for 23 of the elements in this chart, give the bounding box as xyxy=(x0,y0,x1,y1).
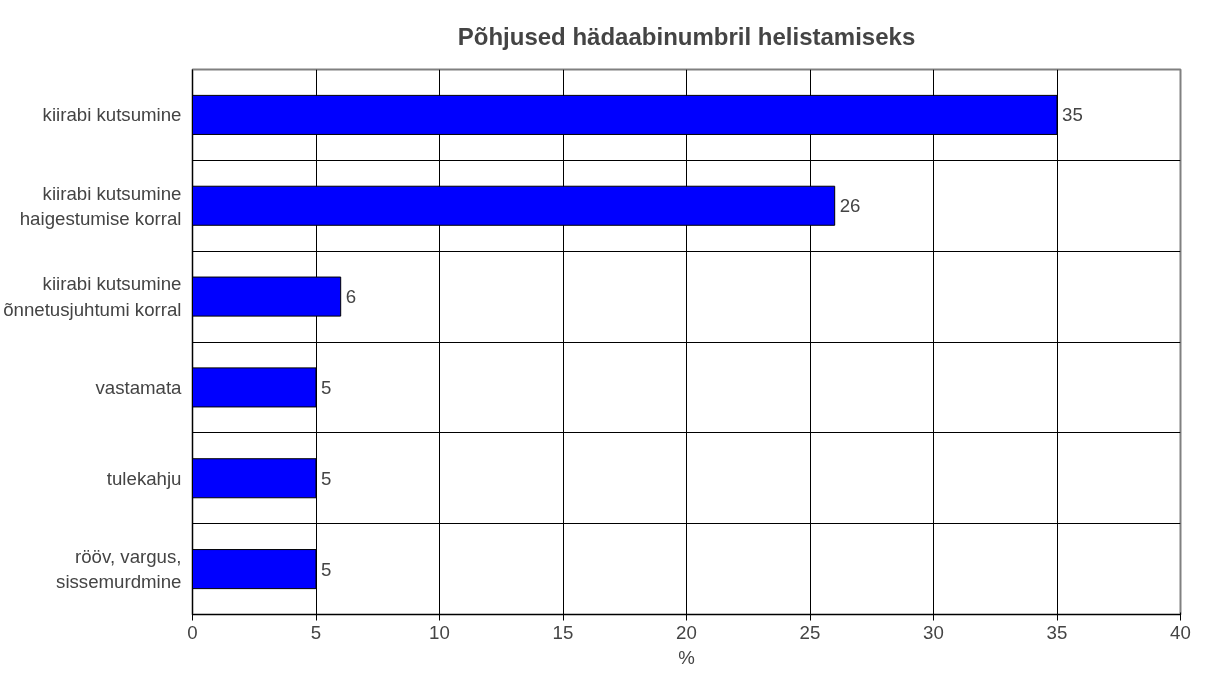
x-tick-label: 15 xyxy=(552,621,574,643)
x-tick-label: 40 xyxy=(1170,621,1191,643)
data-label: 5 xyxy=(321,467,332,489)
data-label: 5 xyxy=(321,376,332,398)
y-tick-label: kiirabi kutsumine õnnetusjuhtumi korral xyxy=(3,273,182,320)
y-tick-label: kiirabi kutsumine haigestumise korral xyxy=(19,182,182,229)
x-tick-label: 0 xyxy=(187,621,198,643)
y-tick-label: kiirabi kutsumine xyxy=(42,104,182,126)
chart-title: Põhjused hädaabinumbril helistamiseks xyxy=(457,22,916,50)
data-label: 6 xyxy=(345,286,357,308)
x-tick-label: 5 xyxy=(310,621,322,643)
x-tick-label: 30 xyxy=(923,621,944,643)
y-tick-label: tulekahju xyxy=(106,467,182,489)
data-label: 5 xyxy=(321,558,332,580)
data-label: 26 xyxy=(839,195,861,217)
x-tick-label: 20 xyxy=(676,621,697,643)
x-tick-label: 35 xyxy=(1046,621,1068,643)
x-tick-label: 25 xyxy=(799,621,821,643)
y-tick-label: vastamata xyxy=(95,376,183,398)
x-axis-title: % xyxy=(678,646,695,668)
x-tick-label: 10 xyxy=(429,621,450,643)
data-label: 35 xyxy=(1062,104,1083,126)
y-tick-label: rööv, vargus, sissemurdmine xyxy=(56,545,182,593)
